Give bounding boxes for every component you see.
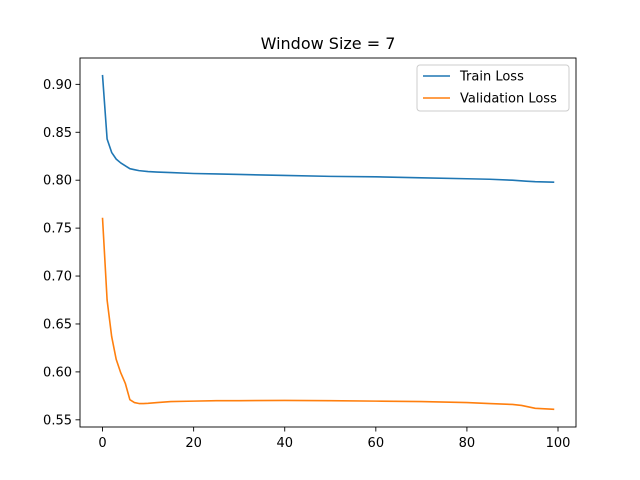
series-line-train-loss [101,74,555,183]
y-tick-label: 0.70 [43,270,72,285]
legend: Train Loss Validation Loss [416,64,570,112]
y-tick-label: 0.60 [43,365,72,380]
x-tick-label: 80 [459,436,476,451]
chart-title: Window Size = 7 [261,34,396,53]
x-tick-label: 0 [98,436,106,451]
y-tick-label: 0.65 [43,317,72,332]
legend-label-train-loss: Train Loss [459,70,524,85]
x-tick-label: 60 [368,436,385,451]
series-line-validation-loss [101,217,555,411]
axes: 0 20 40 60 80 100 0.55 0.60 0.65 0.70 0.75 0.80 0.85… [43,57,577,451]
y-tick-label: 0.85 [43,126,72,141]
x-tick-label: 40 [276,436,293,451]
x-tick-label: 20 [185,436,202,451]
y-tick-label: 0.75 [43,222,72,237]
x-tick-label: 100 [546,436,571,451]
y-tick-label: 0.55 [43,413,72,428]
legend-box [416,64,570,112]
y-tick-label: 0.80 [43,174,72,189]
plot-area [101,74,555,411]
axes-frame [79,57,577,428]
legend-label-validation-loss: Validation Loss [460,92,557,107]
y-tick-label: 0.90 [43,78,72,93]
